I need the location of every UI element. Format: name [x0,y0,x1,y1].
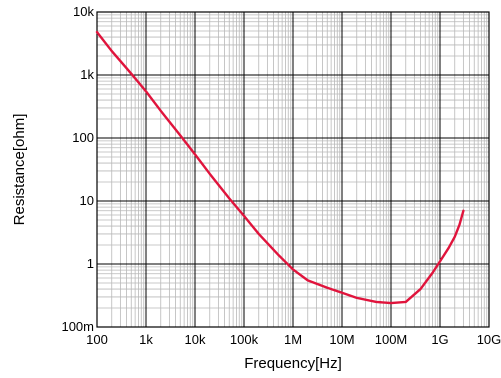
x-tick-label: 10k [185,332,206,347]
y-tick-label: 10k [73,4,94,19]
y-tick-label: 1k [80,67,94,82]
series-layer [95,30,465,305]
plot-frame [96,11,490,328]
x-tick-label: 1M [284,332,302,347]
x-tick-label: 100k [230,332,259,347]
series-line [95,30,465,305]
x-tick-labels: 100 1k 10k 100k 1M 10M 100M 1G 10G [86,332,501,347]
x-tick-label: 1k [139,332,153,347]
y-tick-labels: 100m 1 10 100 1k 10k [61,4,94,334]
y-tick-label: 10 [80,193,94,208]
x-tick-label: 100M [375,332,408,347]
x-tick-label: 10G [477,332,501,347]
x-tick-label: 10M [329,332,354,347]
y-axis-label: Resistance[ohm] [11,114,28,226]
y-tick-label: 100m [61,319,94,334]
major-grid [96,11,490,328]
x-tick-label: 100 [86,332,108,347]
y-tick-label: 100 [72,130,94,145]
y-tick-label: 1 [87,256,94,271]
x-axis-label: Frequency[Hz] [244,355,342,372]
x-tick-label: 1G [431,332,448,347]
